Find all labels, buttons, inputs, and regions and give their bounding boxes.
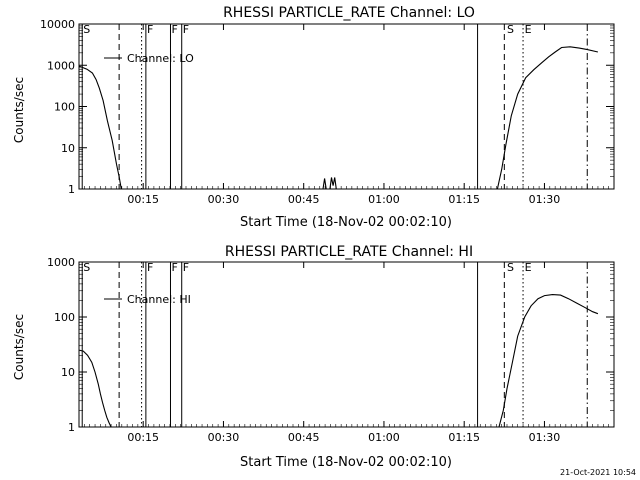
x-tick-label: 01:15 [448,193,480,206]
x-tick-label: 01:00 [368,431,400,444]
footer-timestamp: 21-Oct-2021 10:54 [560,468,636,477]
axis-ticks: 00:15 00:30 00:45 01:00 01:15 01:30 1 10 100 1000 [47,256,615,444]
data-series [78,294,599,428]
flag-label: F [183,261,189,274]
x-tick-label: 00:15 [127,193,159,206]
chart-title: RHESSI PARTICLE_RATE Channel: HI [225,244,473,260]
flag-label: S [507,23,514,36]
flag-lines [81,24,588,189]
x-axis-label: Start Time (18-Nov-02 00:02:10) [240,455,452,470]
flag-label: E [525,23,532,36]
chart-hi: RHESSI PARTICLE_RATE Channel: HI Start T… [12,244,615,470]
legend: Channel: LO [104,52,194,65]
axis-ticks: 00:15 00:30 00:45 01:00 01:15 01:30 1 10 100 1000… [40,18,615,206]
x-tick-label: 01:30 [529,193,561,206]
flag-label: F [147,261,153,274]
flag-label: S [83,23,90,36]
series-line [322,178,327,190]
flag-label: F [172,23,178,36]
y-tick-label: 1000 [47,256,75,269]
flag-label: S [83,261,90,274]
y-axis-label: Counts/sec [12,77,26,143]
legend-label: Channel: LO [127,52,194,65]
y-tick-label: 1 [68,183,75,196]
legend-label: Channel: HI [127,293,191,306]
y-tick-label: 10000 [40,18,75,31]
y-tick-label: 100 [54,311,75,324]
x-tick-label: 01:15 [448,431,480,444]
data-series [78,46,599,190]
flag-label: F [147,23,153,36]
series-line [78,65,122,190]
flag-label: F [172,261,178,274]
y-axis-label: Counts/sec [12,314,26,380]
series-line [329,177,337,190]
series-line [498,294,599,428]
series-line [78,349,112,428]
y-tick-label: 100 [54,101,75,114]
x-tick-label: 00:45 [288,193,320,206]
y-tick-label: 10 [61,142,75,155]
x-tick-label: 00:30 [208,193,240,206]
series-line [496,46,599,190]
y-tick-label: 1 [68,421,75,434]
x-tick-label: 01:30 [529,431,561,444]
chart-title: RHESSI PARTICLE_RATE Channel: LO [223,5,475,21]
y-tick-label: 1000 [47,59,75,72]
x-tick-label: 01:00 [368,193,400,206]
x-axis-label: Start Time (18-Nov-02 00:02:10) [240,215,452,230]
flag-label: F [183,23,189,36]
x-tick-label: 00:45 [288,431,320,444]
y-tick-label: 10 [61,366,75,379]
legend: Channel: HI [104,293,191,306]
flag-lines [81,262,588,427]
x-tick-label: 00:15 [127,431,159,444]
flag-label: E [525,261,532,274]
x-tick-label: 00:30 [208,431,240,444]
flag-label: S [507,261,514,274]
chart-lo: RHESSI PARTICLE_RATE Channel: LO Start T… [12,5,615,230]
